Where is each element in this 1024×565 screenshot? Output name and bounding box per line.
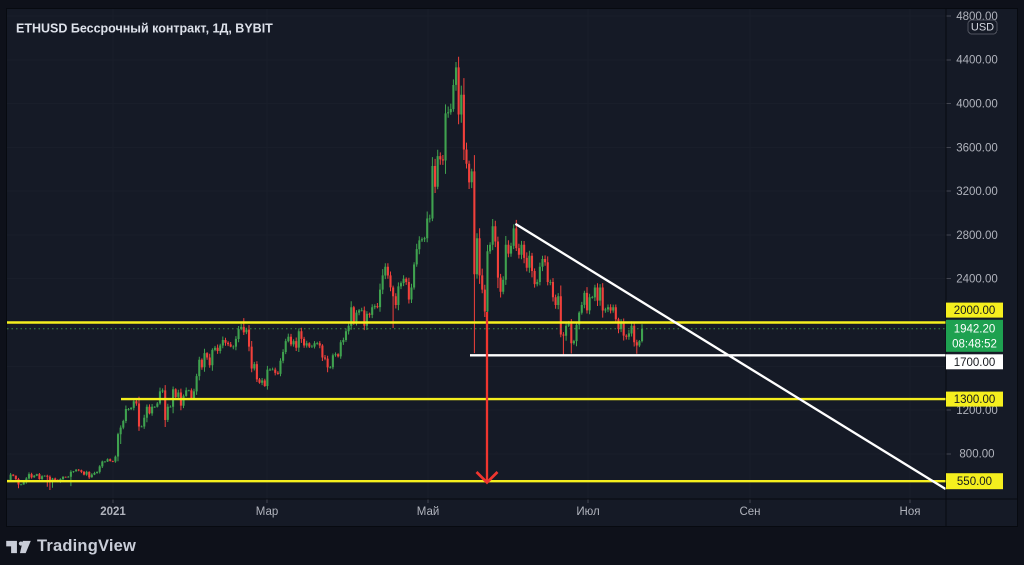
svg-text:1200.00: 1200.00 (956, 405, 998, 417)
svg-text:1700.00: 1700.00 (954, 357, 996, 369)
svg-text:USD: USD (971, 22, 994, 34)
svg-text:1300.00: 1300.00 (954, 394, 996, 406)
svg-text:Сен: Сен (739, 506, 760, 518)
svg-text:3600.00: 3600.00 (956, 142, 998, 154)
svg-text:2800.00: 2800.00 (956, 230, 998, 242)
svg-text:Июл: Июл (576, 506, 599, 518)
svg-text:2021: 2021 (100, 506, 126, 518)
svg-text:Май: Май (417, 506, 440, 518)
svg-text:4400.00: 4400.00 (956, 55, 998, 67)
svg-text:550.00: 550.00 (957, 476, 992, 488)
svg-text:Ноя: Ноя (900, 506, 921, 518)
svg-text:2400.00: 2400.00 (956, 274, 998, 286)
svg-text:08:48:52: 08:48:52 (952, 339, 997, 351)
svg-text:800.00: 800.00 (959, 449, 994, 461)
svg-text:Мар: Мар (256, 506, 279, 518)
svg-text:ETHUSD Бессрочный контракт, 1Д: ETHUSD Бессрочный контракт, 1Д, BYBIT (16, 22, 273, 36)
svg-text:2000.00: 2000.00 (954, 305, 996, 317)
svg-text:4000.00: 4000.00 (956, 99, 998, 111)
svg-text:1942.20: 1942.20 (954, 324, 996, 336)
svg-text:3200.00: 3200.00 (956, 186, 998, 198)
